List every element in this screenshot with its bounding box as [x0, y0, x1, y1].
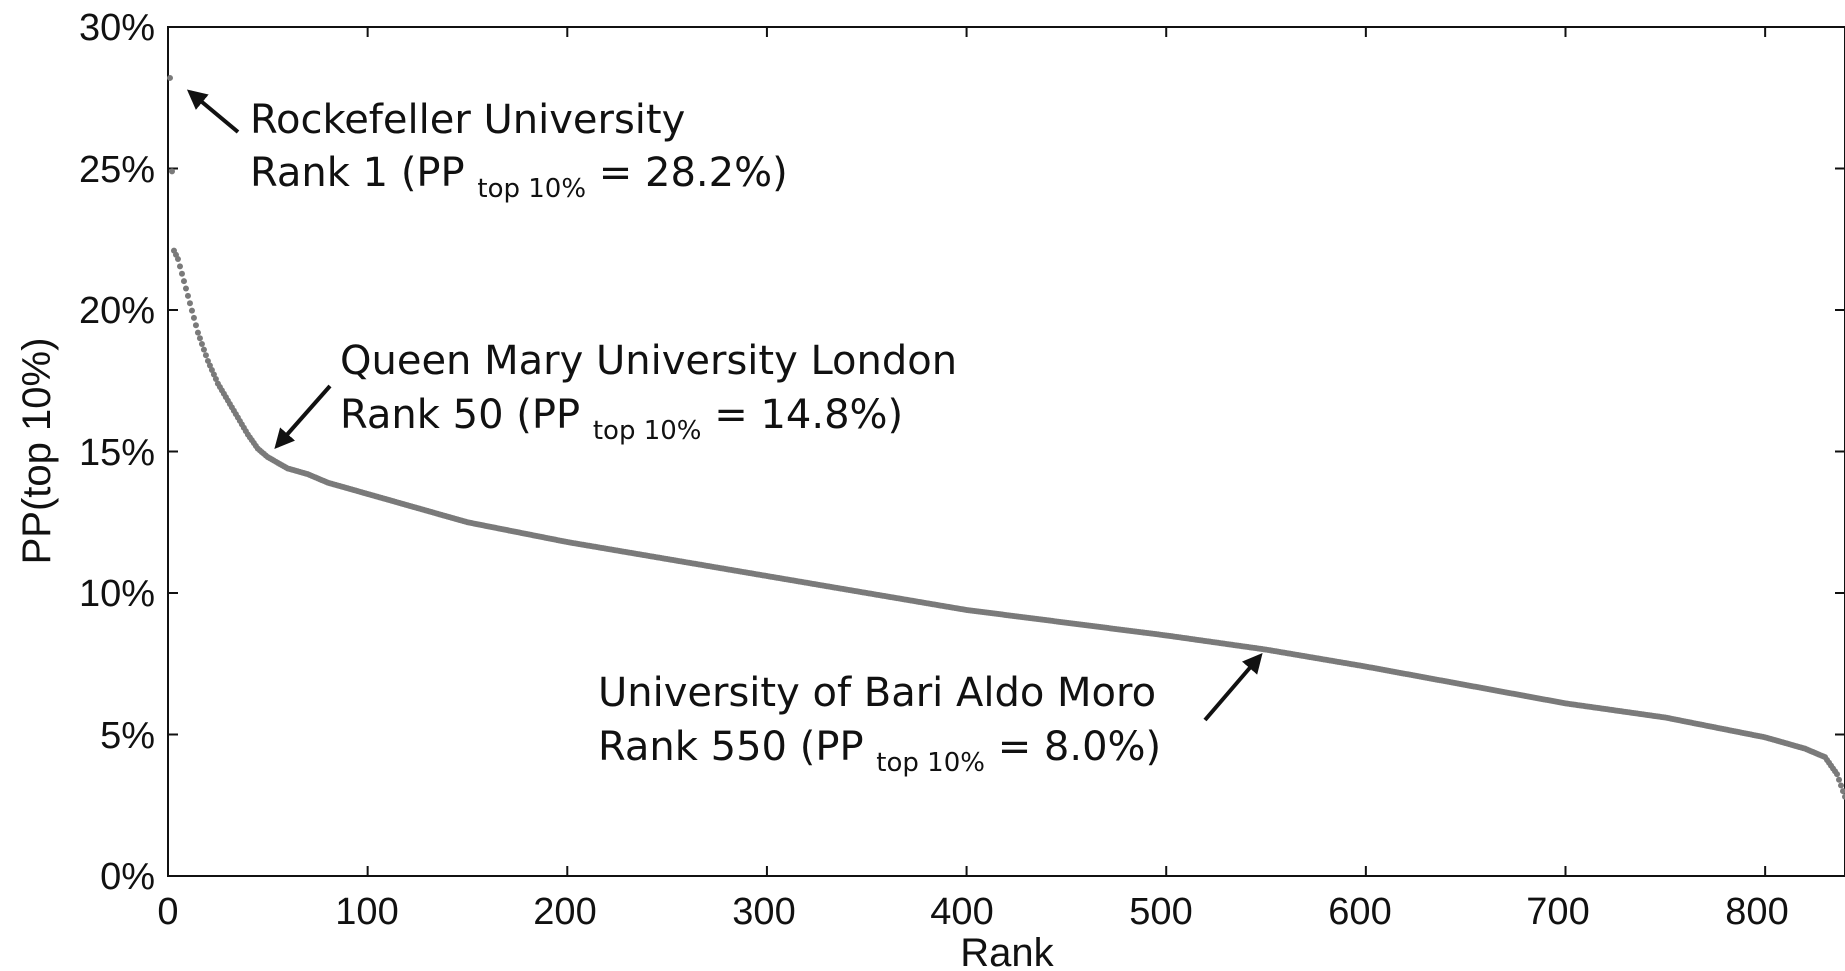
data-point: [210, 371, 217, 378]
annotation-bari-suffix: = 8.0%): [998, 724, 1161, 770]
x-tick-label-700: 700: [1526, 891, 1589, 933]
data-point: [198, 340, 205, 347]
x-tick-label-0: 0: [157, 891, 178, 933]
y-tick-label-20: 20%: [79, 290, 155, 332]
data-point: [212, 376, 219, 383]
data-point: [184, 292, 191, 299]
annotation-arrows: [186, 89, 1263, 722]
annotation-rockefeller-prefix: Rank 1 (PP: [250, 150, 465, 196]
y-tick-label-30: 30%: [79, 7, 155, 49]
y-tick-label-5: 5%: [100, 715, 155, 757]
data-point: [192, 322, 199, 329]
y-tick-label-10: 10%: [79, 573, 155, 615]
annotation-bari-prefix: Rank 550 (PP: [598, 724, 864, 770]
annotation-rockefeller-line2: Rank 1 (PP top 10% = 28.2%): [250, 150, 788, 207]
y-tick-label-15: 15%: [79, 432, 155, 474]
data-point: [174, 256, 181, 263]
x-tick-label-300: 300: [732, 891, 795, 933]
rockefeller-arrow-icon: [186, 89, 240, 134]
data-point: [204, 357, 211, 364]
annotation-rockefeller-suffix: = 28.2%): [599, 150, 788, 196]
y-tick-label-0: 0%: [100, 856, 155, 898]
annotation-queen-mary-line2: Rank 50 (PP top 10% = 14.8%): [340, 392, 903, 449]
data-point: [196, 335, 203, 342]
annotation-queen-mary-sub: top 10%: [593, 416, 702, 446]
y-axis-title: PP(top 10%): [15, 338, 59, 565]
x-axis-title: Rank: [960, 931, 1054, 971]
annotation-bari-sub: top 10%: [876, 748, 985, 778]
data-point: [186, 300, 193, 307]
y-tick-labels: 0% 5% 10% 15% 20% 25% 30%: [79, 7, 155, 898]
annotation-rockefeller: Rockefeller University Rank 1 (PP top 10…: [250, 97, 788, 207]
data-point: [168, 168, 175, 175]
annotation-bari-line2: Rank 550 (PP top 10% = 8.0%): [598, 724, 1161, 781]
data-point: [1834, 771, 1841, 778]
data-points: [167, 74, 1845, 800]
annotation-bari: University of Bari Aldo Moro Rank 550 (P…: [598, 670, 1161, 781]
data-point: [1840, 788, 1845, 795]
data-point: [208, 367, 215, 373]
data-point: [176, 263, 183, 270]
x-tick-label-100: 100: [335, 891, 398, 933]
annotation-queen-mary-line1: Queen Mary University London: [340, 338, 957, 384]
annotation-queen-mary-suffix: = 14.8%): [714, 392, 903, 438]
annotation-queen-mary-prefix: Rank 50 (PP: [340, 392, 580, 438]
data-point: [178, 270, 185, 277]
data-point: [1838, 782, 1845, 789]
x-tick-label-200: 200: [533, 891, 596, 933]
data-point: [190, 314, 197, 321]
annotation-queen-mary: Queen Mary University London Rank 50 (PP…: [340, 338, 957, 449]
data-point: [188, 307, 195, 314]
queen-mary-arrow-icon: [274, 384, 332, 449]
annotation-rockefeller-line1: Rockefeller University: [250, 97, 685, 143]
data-point: [200, 346, 207, 353]
data-point: [1836, 776, 1843, 783]
data-point: [1842, 793, 1845, 800]
x-tick-label-400: 400: [930, 891, 993, 933]
annotation-bari-line1: University of Bari Aldo Moro: [598, 670, 1156, 716]
data-point: [206, 362, 213, 369]
x-tick-label-600: 600: [1328, 891, 1391, 933]
data-point: [167, 74, 173, 81]
annotation-rockefeller-sub: top 10%: [477, 174, 586, 204]
axis-ticks: [167, 26, 1845, 877]
data-point: [180, 278, 187, 285]
data-point: [194, 329, 201, 336]
bari-arrow-icon: [1203, 652, 1263, 722]
x-tick-labels: 0 100 200 300 400 500 600 700 800: [157, 891, 1788, 933]
x-tick-label-800: 800: [1725, 891, 1788, 933]
data-point: [182, 285, 189, 292]
data-point: [202, 352, 209, 359]
y-tick-label-25: 25%: [79, 149, 155, 191]
x-tick-label-500: 500: [1129, 891, 1192, 933]
